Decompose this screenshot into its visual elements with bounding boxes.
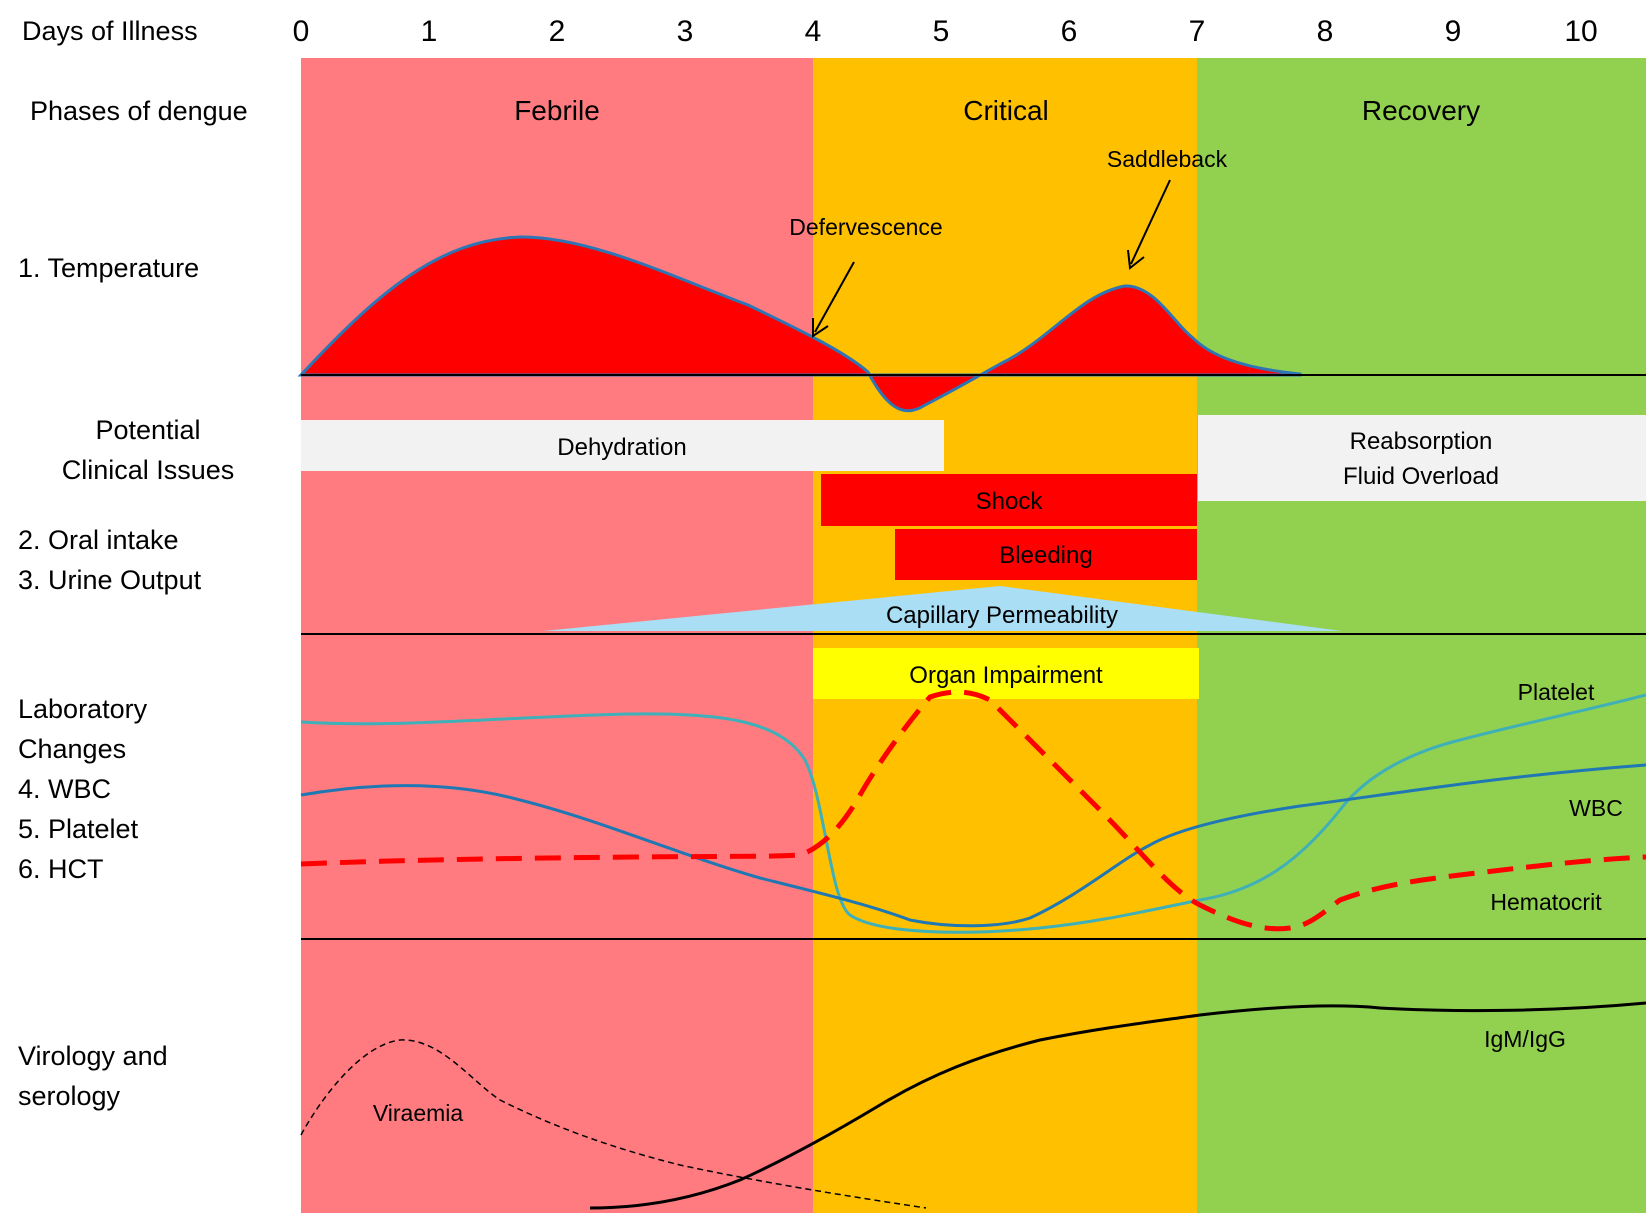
day-tick-6: 6 bbox=[1061, 15, 1078, 48]
capillary-permeability-label: Capillary Permeability bbox=[886, 602, 1118, 629]
day-tick-2: 2 bbox=[549, 15, 566, 48]
day-tick-0: 0 bbox=[293, 15, 310, 48]
hematocrit-curve bbox=[300, 689, 1646, 932]
reabsorption-label: Reabsorption bbox=[1350, 428, 1493, 455]
saddleback-label: Saddleback bbox=[1107, 146, 1228, 172]
platelet-line-label: Platelet bbox=[1518, 679, 1595, 705]
saddleback-arrow bbox=[1127, 179, 1171, 270]
day-tick-1: 1 bbox=[421, 15, 438, 48]
dehydration-label: Dehydration bbox=[557, 434, 686, 461]
hematocrit-line-label: Hematocrit bbox=[1490, 889, 1602, 915]
capillary-permeability-triangle bbox=[543, 586, 1342, 631]
days-of-illness-label: Days of Illness bbox=[22, 16, 198, 46]
fluid-overload-label: Fluid Overload bbox=[1343, 463, 1499, 490]
defervescence-label: Defervescence bbox=[789, 214, 942, 240]
platelet-curve bbox=[300, 693, 1646, 934]
day-tick-9: 9 bbox=[1445, 15, 1462, 48]
phases-row-label: Phases of dengue bbox=[30, 96, 248, 126]
virology-label-line2: serology bbox=[18, 1081, 121, 1111]
day-tick-8: 8 bbox=[1317, 15, 1334, 48]
laboratory-label-line2: Changes bbox=[18, 734, 126, 764]
day-tick-3: 3 bbox=[677, 15, 694, 48]
dehydration-bar bbox=[301, 420, 944, 471]
phase-band-recovery bbox=[1197, 58, 1646, 1213]
bleeding-bar bbox=[895, 529, 1197, 580]
urine-output-label: 3. Urine Output bbox=[18, 565, 202, 595]
defervescence-arrow bbox=[812, 261, 855, 338]
clinical-issues-label-line1: Potential bbox=[95, 415, 200, 445]
organ-impairment-bar bbox=[813, 648, 1199, 699]
virology-label-line1: Virology and bbox=[18, 1041, 168, 1071]
shock-label: Shock bbox=[976, 488, 1044, 515]
shock-bar bbox=[821, 474, 1197, 526]
phase-band-critical bbox=[813, 58, 1197, 1213]
day-tick-5: 5 bbox=[933, 15, 950, 48]
phase-label-febrile: Febrile bbox=[514, 95, 600, 126]
oral-intake-label: 2. Oral intake bbox=[18, 525, 179, 555]
phase-label-critical: Critical bbox=[963, 95, 1049, 126]
reabsorption-bar bbox=[1198, 415, 1646, 501]
laboratory-label-line1: Laboratory bbox=[18, 694, 148, 724]
wbc-curve bbox=[300, 763, 1646, 928]
hct-row-label: 6. HCT bbox=[18, 854, 104, 884]
temperature-row-label: 1. Temperature bbox=[18, 253, 199, 283]
day-tick-4: 4 bbox=[805, 15, 822, 48]
organ-impairment-label: Organ Impairment bbox=[909, 662, 1103, 689]
viraemia-label: Viraemia bbox=[373, 1100, 464, 1126]
phase-band-febrile bbox=[301, 58, 813, 1213]
viraemia-curve bbox=[300, 1039, 927, 1209]
phase-label-recovery: Recovery bbox=[1362, 95, 1480, 126]
wbc-row-label: 4. WBC bbox=[18, 774, 111, 804]
platelet-row-label: 5. Platelet bbox=[18, 814, 139, 844]
day-tick-10: 10 bbox=[1564, 15, 1597, 48]
day-ticks: 0 1 2 3 4 5 6 7 8 9 10 bbox=[293, 15, 1598, 48]
day-tick-7: 7 bbox=[1189, 15, 1206, 48]
bleeding-label: Bleeding bbox=[999, 542, 1092, 569]
clinical-issues-label-line2: Clinical Issues bbox=[62, 455, 235, 485]
igm-igg-curve bbox=[589, 1001, 1646, 1210]
igm-igg-label: IgM/IgG bbox=[1484, 1026, 1566, 1052]
temperature-curve bbox=[297, 235, 1302, 413]
wbc-line-label: WBC bbox=[1569, 795, 1623, 821]
